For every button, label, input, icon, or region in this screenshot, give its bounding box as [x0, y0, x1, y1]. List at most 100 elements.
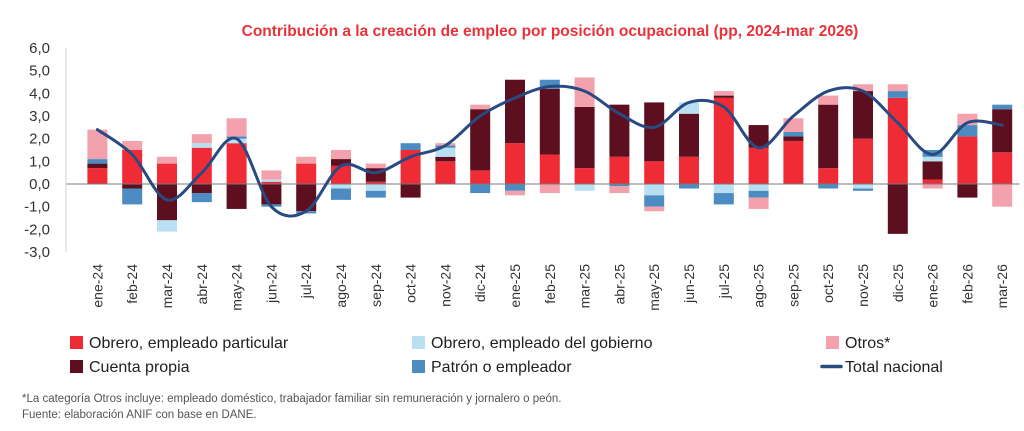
bar-cuenta-propia — [992, 109, 1013, 153]
legend-label: Patrón o empleador — [431, 359, 572, 376]
x-tick-label: ago-25 — [751, 264, 767, 308]
legend-swatch — [412, 360, 425, 373]
bar-cuenta-propia — [574, 106, 595, 169]
bar-cuenta-propia — [296, 184, 317, 212]
legend-swatch — [70, 336, 83, 349]
bar-cuenta-propia — [435, 156, 456, 162]
legend-item: Total nacional — [820, 359, 943, 376]
bar-obrero-empleado-particular — [957, 136, 978, 184]
bar-obrero-empleado-del-gobierno — [853, 184, 873, 189]
y-tick-label: 6,0 — [29, 40, 50, 57]
bar-obrero-empleado-particular — [992, 152, 1013, 184]
bar-patron-o-empleador — [609, 184, 630, 187]
x-tick-label: may-24 — [229, 264, 245, 311]
bar-otros — [992, 184, 1013, 207]
x-tick-label: oct-24 — [403, 264, 419, 303]
bar-obrero-empleado-particular — [226, 143, 247, 184]
bar-obrero-empleado-particular — [853, 138, 873, 184]
bar-patron-o-empleador — [853, 188, 873, 191]
bar-patron-o-empleador — [87, 159, 108, 164]
bar-patron-o-empleador — [748, 190, 769, 198]
bar-otros — [261, 170, 282, 180]
x-axis: ene-24 feb-24 mar-24 abr-24 may-24 jun-24 jul-… — [89, 264, 1010, 311]
bar-obrero-empleado-del-gobierno — [713, 184, 734, 194]
bar-patron-o-empleador — [400, 143, 421, 150]
bar-patron-o-empleador — [783, 131, 804, 137]
bar-obrero-empleado-particular — [539, 154, 560, 184]
bars — [87, 77, 1013, 234]
bar-patron-o-empleador — [644, 195, 665, 207]
bar-otros — [853, 84, 873, 92]
legend-item: Patrón o empleador — [412, 359, 572, 376]
bar-patron-o-empleador — [957, 125, 978, 137]
footnote-note: *La categoría Otros incluye: empleado do… — [22, 393, 562, 405]
bar-obrero-empleado-particular — [435, 161, 456, 184]
bar-cuenta-propia — [748, 125, 769, 148]
legend-item: Otros* — [826, 335, 890, 352]
bar-cuenta-propia — [853, 91, 873, 139]
bar-obrero-empleado-del-gobierno — [365, 184, 386, 191]
bar-otros — [505, 190, 525, 196]
x-tick-label: dic-24 — [472, 264, 488, 302]
bar-patron-o-empleador — [887, 91, 908, 98]
bar-obrero-empleado-del-gobierno — [157, 220, 177, 232]
y-tick-label: -2,0 — [24, 221, 50, 238]
legend-swatch — [412, 336, 425, 349]
y-tick-label: -1,0 — [24, 199, 50, 216]
legend: Obrero, empleado particular Obrero, emple… — [70, 335, 943, 376]
bar-cuenta-propia — [122, 184, 143, 189]
bar-otros — [887, 84, 908, 92]
bar-cuenta-propia — [818, 104, 839, 169]
chart-title: Contribución a la creación de empleo por… — [242, 23, 859, 40]
bar-obrero-empleado-del-gobierno — [748, 184, 769, 191]
x-tick-label: feb-26 — [959, 264, 975, 304]
bar-otros — [957, 113, 978, 126]
x-tick-label: sep-24 — [368, 264, 384, 307]
zero-line — [65, 48, 1020, 252]
bar-obrero-empleado-del-gobierno — [261, 179, 282, 182]
bar-obrero-empleado-particular — [574, 168, 595, 184]
bar-cuenta-propia — [957, 184, 978, 198]
bar-cuenta-propia — [887, 184, 908, 234]
bar-cuenta-propia — [505, 79, 525, 144]
bar-obrero-empleado-del-gobierno — [574, 184, 595, 191]
bar-cuenta-propia — [191, 184, 212, 194]
bar-obrero-empleado-particular — [922, 179, 943, 184]
x-tick-label: ene-25 — [507, 264, 523, 308]
x-tick-label: abr-24 — [194, 264, 210, 305]
bar-obrero-empleado-particular — [887, 97, 908, 184]
bar-otros — [122, 140, 143, 150]
bar-patron-o-empleador — [191, 193, 212, 203]
legend-label: Total nacional — [845, 359, 943, 376]
bar-patron-o-empleador — [818, 184, 839, 189]
bar-obrero-empleado-particular — [783, 140, 804, 184]
bar-cuenta-propia — [331, 159, 351, 166]
x-tick-label: ene-26 — [925, 264, 941, 308]
legend-label: Obrero, empleado del gobierno — [431, 335, 653, 352]
legend-swatch — [826, 336, 839, 349]
x-tick-label: jul-24 — [298, 264, 314, 299]
bar-obrero-empleado-particular — [505, 143, 525, 184]
y-tick-label: 0,0 — [29, 176, 50, 193]
bar-obrero-empleado-particular — [470, 170, 491, 184]
y-tick-label: 4,0 — [29, 85, 50, 102]
y-axis: 6,0 5,0 4,0 3,0 2,0 1,0 0,0 -1,0 -2,0 -3,0 — [24, 40, 50, 261]
bar-obrero-empleado-particular — [748, 147, 769, 184]
bar-obrero-empleado-del-gobierno — [191, 143, 212, 148]
bar-otros — [226, 118, 247, 137]
bar-obrero-empleado-particular — [679, 156, 699, 184]
bar-obrero-empleado-particular — [609, 156, 630, 184]
bar-otros — [713, 91, 734, 96]
legend-label: Otros* — [845, 335, 890, 352]
y-tick-label: 3,0 — [29, 108, 50, 125]
bar-patron-o-empleador — [122, 188, 143, 205]
legend-item: Obrero, empleado del gobierno — [412, 335, 653, 352]
bar-cuenta-propia — [400, 184, 421, 198]
bar-otros — [539, 184, 560, 194]
bar-patron-o-empleador — [331, 188, 351, 200]
bar-obrero-empleado-del-gobierno — [435, 147, 456, 157]
bar-obrero-empleado-del-gobierno — [679, 102, 699, 114]
legend-item: Obrero, empleado particular — [70, 335, 289, 352]
bar-patron-o-empleador — [992, 104, 1013, 110]
bar-patron-o-empleador — [365, 190, 386, 198]
